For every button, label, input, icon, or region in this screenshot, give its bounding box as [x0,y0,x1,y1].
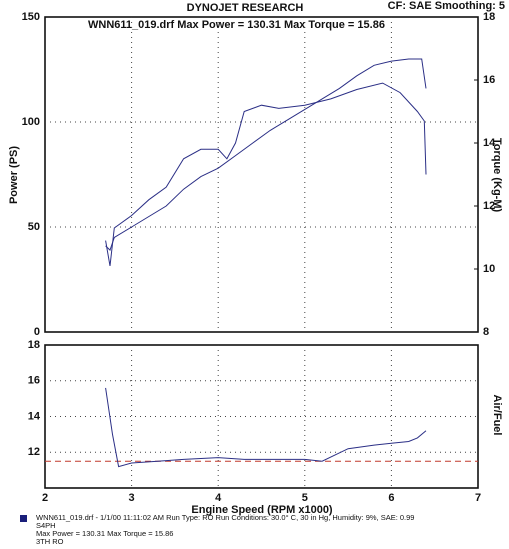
x-tick-label: 5 [302,492,308,504]
x-tick-label: 6 [388,492,394,504]
y2-tick-label: 12 [483,200,495,212]
settings: CF: SAE Smoothing: 5 [388,0,505,12]
chart-subtitle: WNN611_019.drf Max Power = 130.31 Max To… [88,19,385,31]
footer-line: Max Power = 130.31 Max Torque = 15.86 [36,529,173,538]
footer-line: S4PH [36,521,56,530]
y2-tick-label: 8 [483,326,489,338]
y2-axis-label: Torque (Kg-M) [491,138,503,213]
x-tick-label: 3 [129,492,135,504]
footer-line: WNN611_019.drf - 1/1/00 11:11:02 AM Run … [36,513,414,522]
series-line [105,58,427,252]
x-tick-label: 2 [42,492,48,504]
series-line [105,387,427,468]
y2-tick-label: 18 [483,11,495,23]
y-tick-label: 14 [28,410,41,422]
y-tick-label: 16 [28,375,40,387]
y-tick-label: 18 [28,339,40,351]
afr-axis-label: Air/Fuel [491,395,503,436]
y2-tick-label: 14 [483,137,496,149]
y-tick-label: 150 [22,11,40,23]
footer-line: 3TH RO [36,537,64,546]
x-axis-label: Engine Speed (RPM x1000) [191,504,333,516]
y-tick-label: 12 [28,446,40,458]
x-tick-label: 4 [215,492,222,504]
y-tick-label: 0 [34,326,40,338]
x-tick-label: 7 [475,492,481,504]
y2-tick-label: 16 [483,74,495,86]
plot-frame [44,16,479,333]
y2-tick-label: 10 [483,263,495,275]
series-line [105,82,427,266]
y-tick-label: 50 [28,221,40,233]
y-tick-label: 100 [22,116,40,128]
legend-swatch [20,515,27,522]
chart-title: DYNOJET RESEARCH [187,2,304,14]
y-axis-label: Power (PS) [8,146,20,204]
